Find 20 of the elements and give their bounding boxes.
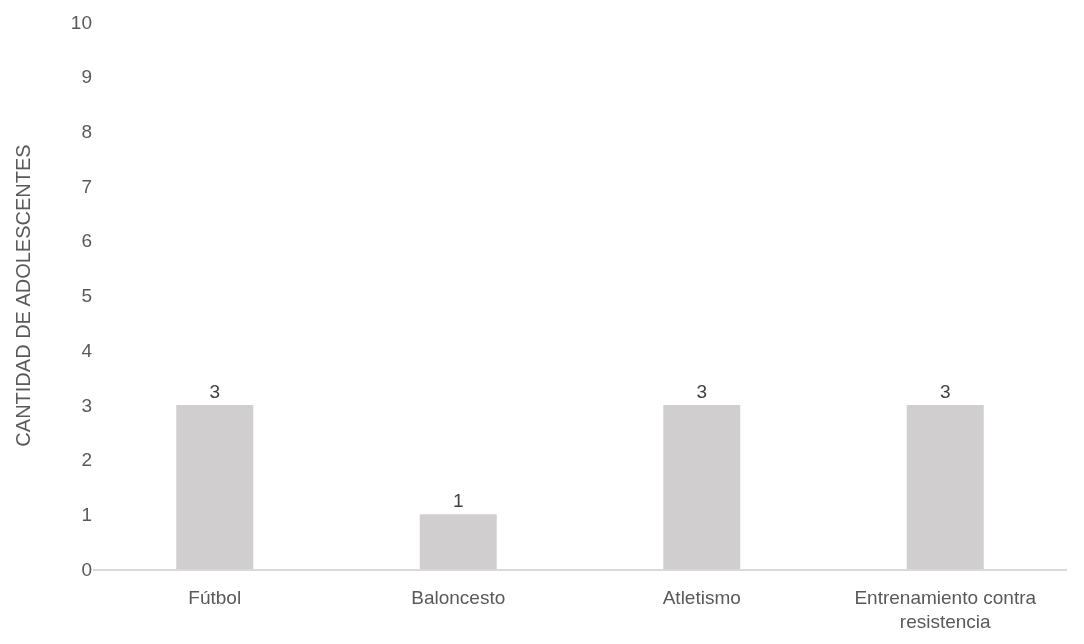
data-label: 3 [209,380,221,402]
x-tick-label: Entrenamiento contra resistencia [854,586,1037,633]
y-tick-label: 3 [81,394,92,416]
y-tick-label: 2 [81,449,92,471]
y-tick-label: 8 [81,121,92,143]
y-tick-label: 6 [81,230,92,252]
y-tick-label: 9 [81,66,92,88]
y-tick-label: 1 [81,503,92,525]
data-label: 3 [696,380,708,402]
x-tick-label: Atletismo [662,586,741,608]
y-tick-label: 0 [81,558,92,580]
x-tick-label: Baloncesto [411,586,506,608]
y-tick-label: 7 [81,175,92,197]
x-tick-label: Fútbol [188,586,242,608]
y-tick-label: 5 [81,285,92,307]
y-tick-label: 4 [81,339,93,361]
data-label: 3 [939,380,951,402]
y-tick-label: 10 [70,11,92,33]
data-label: 1 [452,490,464,512]
y-axis-title: CANTIDAD DE ADOLESCENTES [12,144,35,447]
